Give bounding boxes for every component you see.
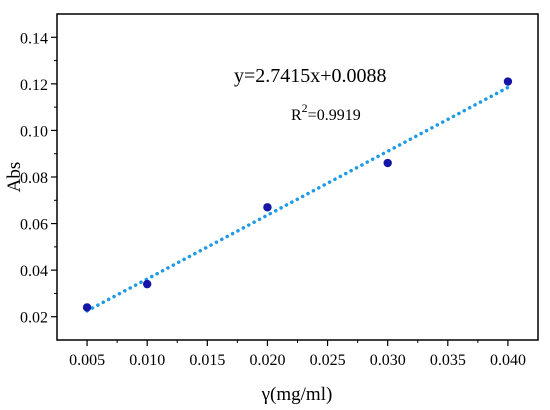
x-tick-label: 0.020 bbox=[249, 352, 285, 369]
y-tick-label: 0.04 bbox=[20, 263, 48, 280]
equation-label: y=2.7415x+0.0088 bbox=[234, 65, 387, 87]
data-point bbox=[142, 279, 152, 289]
x-axis-label: γ(mg/ml) bbox=[261, 384, 333, 405]
x-tick-label: 0.035 bbox=[430, 352, 466, 369]
r-squared-label: R2=0.9919 bbox=[291, 101, 361, 124]
y-axis-label: Abs bbox=[4, 162, 25, 193]
y-tick-label: 0.02 bbox=[20, 310, 48, 327]
data-point bbox=[383, 158, 392, 168]
x-tick-label: 0.040 bbox=[490, 352, 526, 369]
y-axis-ticks: 0.02 0.04 0.06 0.08 0.10 0.12 0.14 bbox=[20, 30, 57, 327]
y-tick-label: 0.06 bbox=[20, 217, 48, 234]
x-tick-label: 0.030 bbox=[370, 352, 406, 369]
x-tick-label: 0.005 bbox=[69, 352, 105, 369]
y-tick-label: 0.14 bbox=[20, 30, 48, 47]
x-tick-label: 0.015 bbox=[189, 352, 225, 369]
r-squared-value: =0.9919 bbox=[308, 107, 361, 124]
data-points bbox=[82, 77, 513, 312]
x-tick-label: 0.025 bbox=[310, 352, 346, 369]
data-point bbox=[82, 303, 92, 312]
plot-frame bbox=[56, 13, 539, 341]
data-point bbox=[263, 203, 272, 212]
y-tick-label: 0.10 bbox=[20, 123, 48, 140]
y-tick-label: 0.12 bbox=[20, 77, 48, 94]
data-point bbox=[503, 77, 513, 86]
r-squared-r: R bbox=[291, 107, 302, 124]
x-axis-ticks: 0.005 0.010 0.015 0.020 0.025 0.030 0.035 0.040 bbox=[69, 340, 526, 369]
trendline bbox=[85, 85, 510, 313]
r-squared-superscript: 2 bbox=[302, 101, 308, 115]
x-tick-label: 0.010 bbox=[129, 352, 165, 369]
y-tick-label: 0.08 bbox=[20, 170, 48, 187]
